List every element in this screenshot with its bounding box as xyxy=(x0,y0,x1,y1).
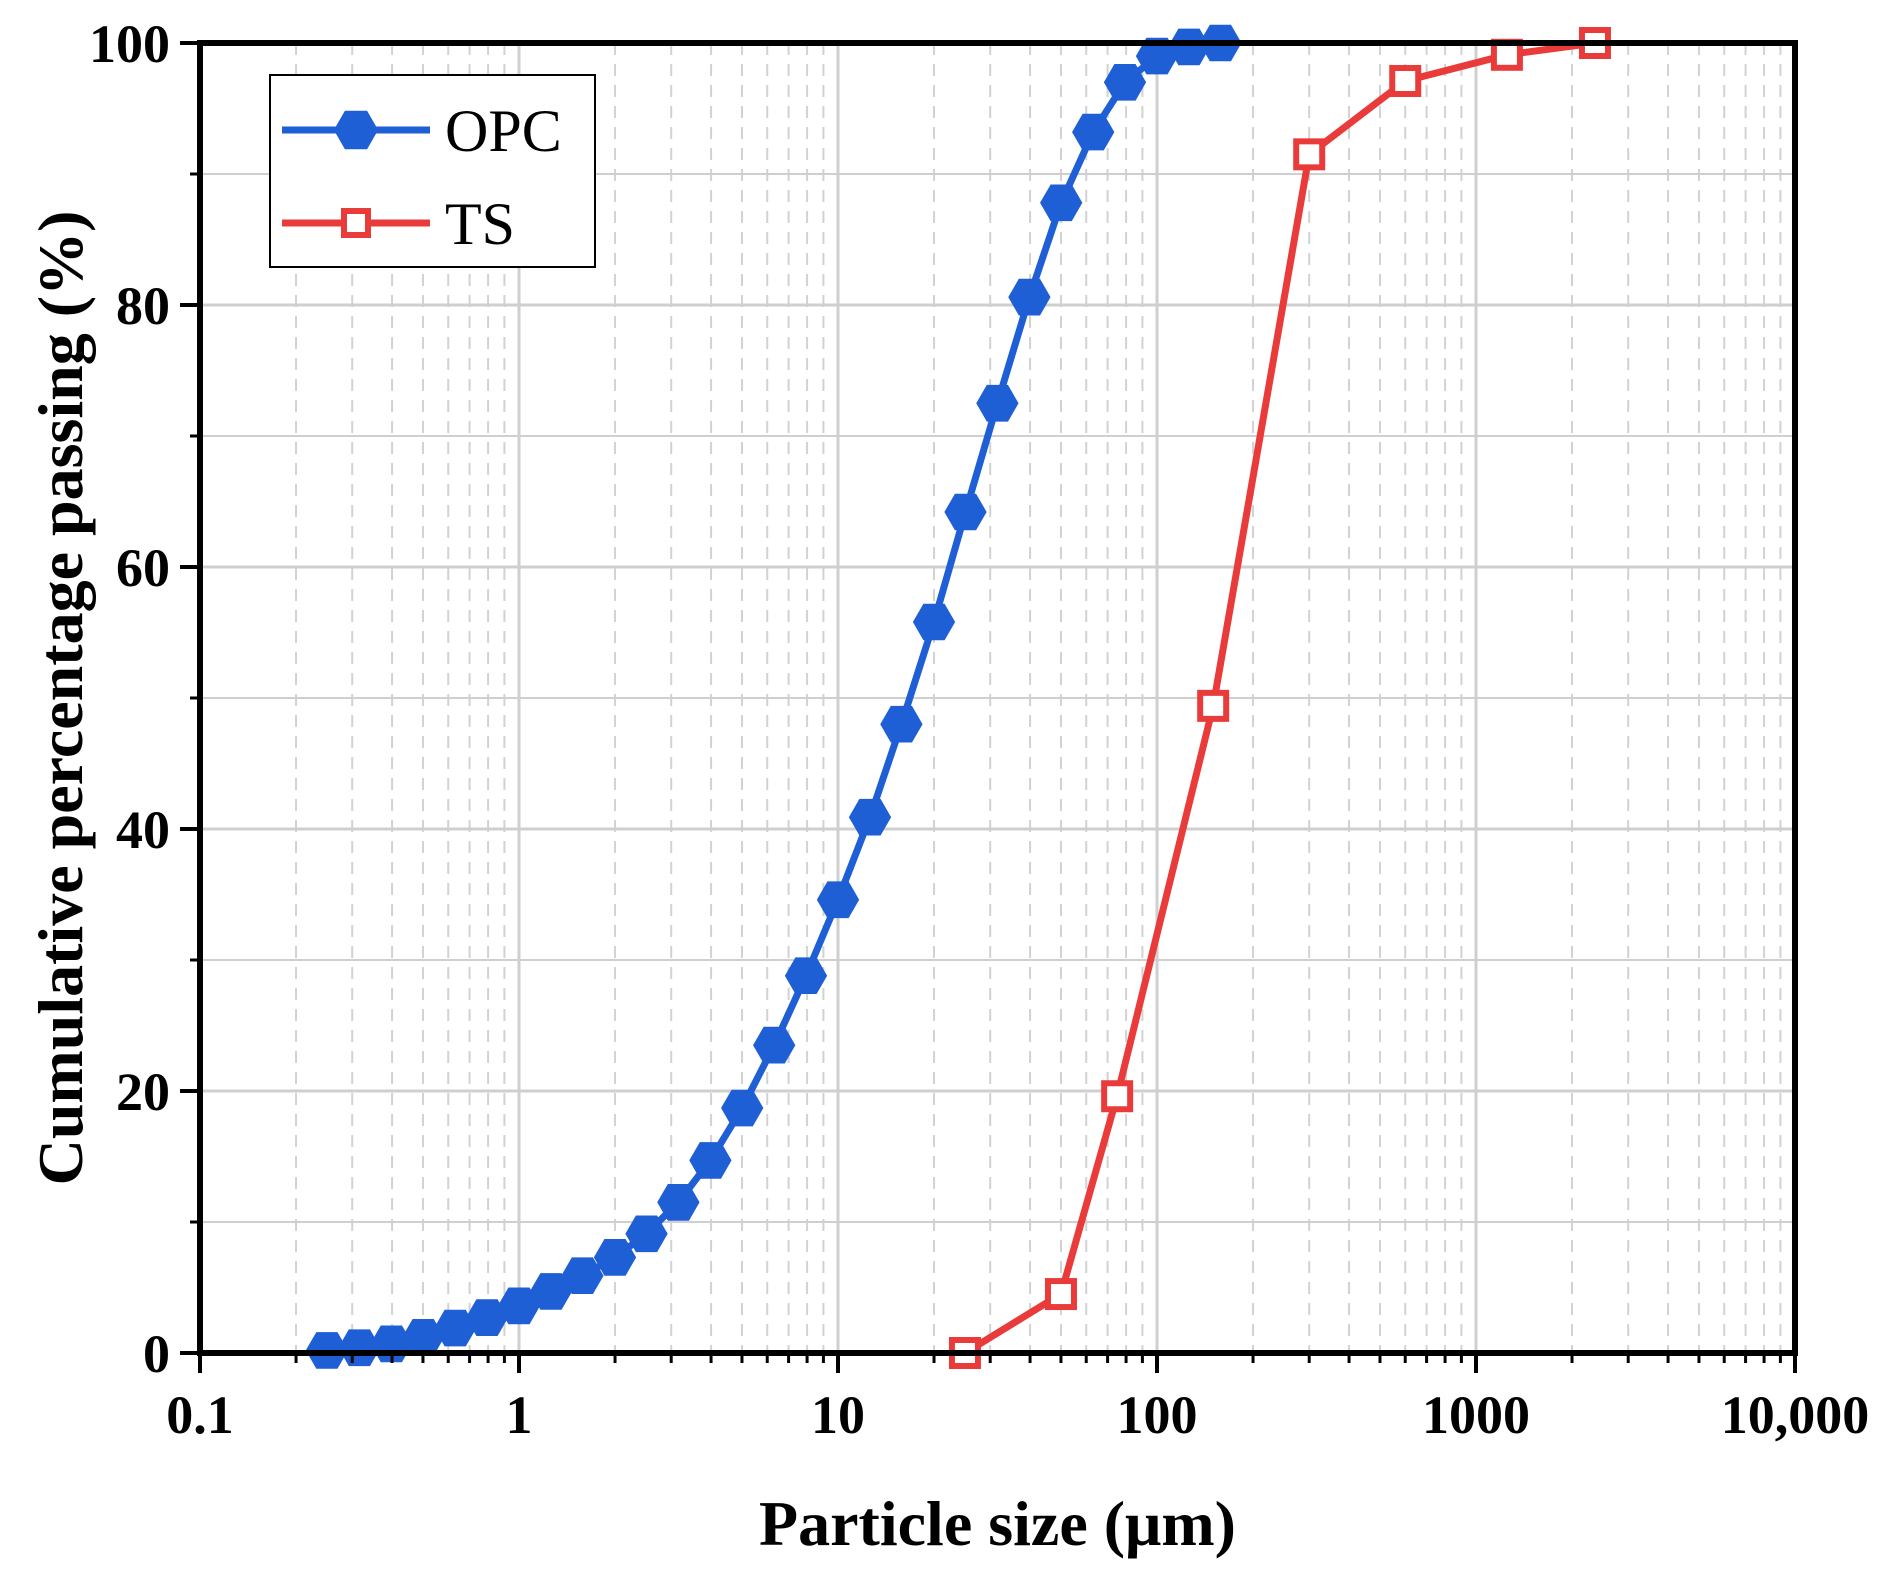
legend-label-opc: OPC xyxy=(445,98,562,164)
x-axis-title: Particle size (μm) xyxy=(759,1488,1236,1559)
series-ts xyxy=(948,27,1611,1369)
data-point-ts xyxy=(1389,64,1422,97)
y-tick-label: 60 xyxy=(116,538,170,598)
x-tick-label: 100 xyxy=(1117,1385,1198,1445)
x-tick-label: 1000 xyxy=(1422,1385,1530,1445)
data-point-opc xyxy=(1072,113,1115,151)
data-point-opc xyxy=(753,1026,796,1064)
legend-item-opc: OPC xyxy=(282,98,562,164)
data-point-opc xyxy=(593,1239,637,1276)
data-point-opc xyxy=(976,384,1019,422)
data-point-opc xyxy=(880,705,923,743)
data-point-opc xyxy=(657,1184,700,1221)
data-point-opc xyxy=(497,1287,541,1325)
data-point-opc xyxy=(1103,64,1147,101)
data-point-opc xyxy=(338,1329,381,1367)
legend: OPC TS xyxy=(269,74,596,268)
data-point-opc xyxy=(465,1299,509,1336)
grid xyxy=(198,41,1797,1355)
data-point-opc xyxy=(1040,184,1083,222)
x-tick-label: 0.1 xyxy=(166,1385,234,1445)
data-point-opc xyxy=(1008,278,1051,316)
data-point-ts xyxy=(1044,1278,1077,1311)
data-point-opc xyxy=(1167,28,1211,66)
legend-label-ts: TS xyxy=(445,191,515,257)
data-point-opc xyxy=(434,1309,477,1347)
x-tick-label: 10 xyxy=(811,1385,865,1445)
y-tick-label: 0 xyxy=(143,1324,170,1384)
data-point-ts xyxy=(1293,138,1326,171)
y-tick-label: 20 xyxy=(116,1062,170,1122)
data-point-opc xyxy=(848,798,892,836)
y-tick-label: 100 xyxy=(89,14,170,74)
data-point-opc xyxy=(721,1089,764,1127)
x-tick-label: 1 xyxy=(506,1385,533,1445)
data-point-opc xyxy=(816,881,860,919)
data-point-opc xyxy=(944,493,987,531)
data-point-opc xyxy=(912,603,956,641)
legend-marker-opc xyxy=(333,110,379,150)
data-point-opc xyxy=(784,957,828,994)
series-line-ts xyxy=(963,39,1596,1356)
data-point-opc xyxy=(1135,37,1179,75)
legend-box xyxy=(269,74,596,268)
data-point-opc xyxy=(529,1273,573,1310)
data-point-opc xyxy=(689,1142,732,1179)
axis-ticks: 0.1 1 10 100 1000 10,000 0 20 40 60 80 100 xyxy=(89,14,1869,1445)
x-tick-label: 10,000 xyxy=(1721,1385,1870,1445)
data-point-opc xyxy=(625,1215,668,1253)
y-tick-label: 80 xyxy=(116,276,170,336)
data-point-opc xyxy=(561,1257,604,1294)
legend-item-ts: TS xyxy=(282,191,515,257)
y-tick-label: 40 xyxy=(116,800,170,860)
data-point-ts xyxy=(1101,1080,1134,1113)
legend-marker-ts xyxy=(341,208,371,238)
y-axis-title: Cumulative percentage passing (%) xyxy=(25,211,96,1186)
data-point-ts xyxy=(1197,689,1230,722)
